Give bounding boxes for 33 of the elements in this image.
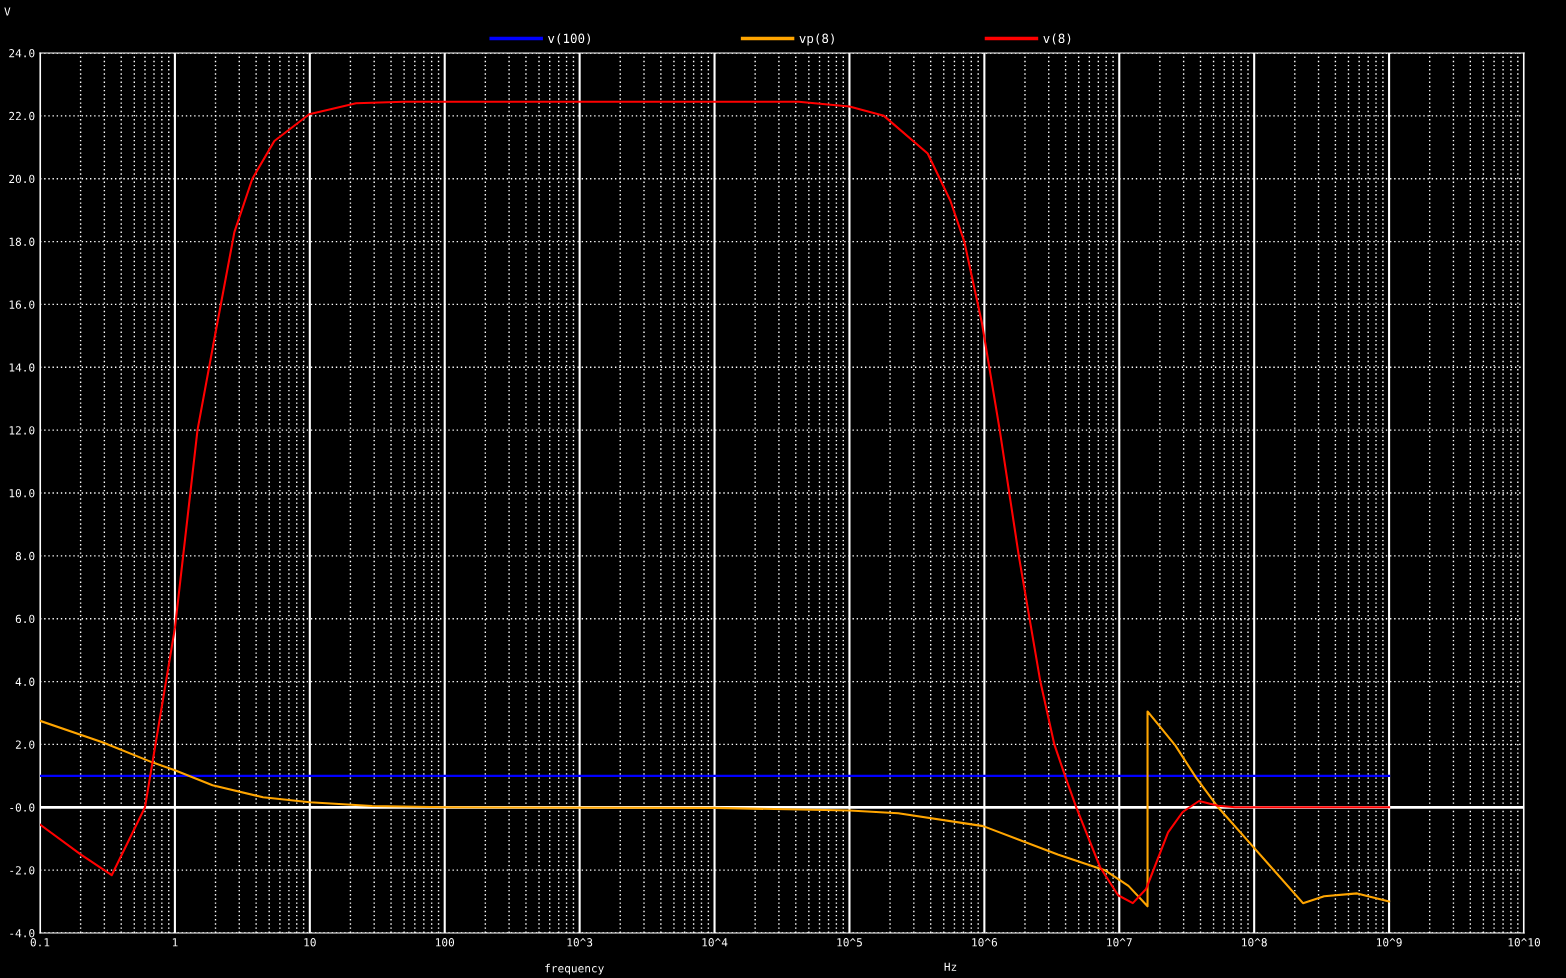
y-tick-label: 20.0	[9, 174, 35, 184]
x-tick-label: 10^9	[1377, 938, 1402, 947]
legend-label: v(100)	[548, 33, 590, 45]
y-tick-label: -0.0	[10, 803, 35, 812]
x-tick-label: 10^10	[1508, 938, 1540, 947]
y-tick-label: 22.0	[9, 111, 35, 121]
x-axis-title: frequency	[545, 963, 604, 975]
x-tick-label: 10^4	[702, 938, 728, 947]
x-tick-label: 10^6	[972, 938, 998, 947]
x-tick-label: 10	[304, 938, 316, 947]
y-tick-label: 14.0	[9, 363, 35, 372]
text: Hz	[944, 962, 957, 971]
y-tick-label: 2.0	[15, 740, 35, 749]
x-tick-label: 10^7	[1107, 938, 1132, 947]
legend-label: v(8)	[1043, 33, 1071, 45]
y-tick-label: 18.0	[9, 237, 35, 246]
y-tick-label: 10.0	[9, 489, 35, 498]
y-tick-label: 12.0	[9, 426, 35, 435]
y-tick-label: 8.0	[15, 551, 35, 561]
y-tick-label: 24.0	[9, 49, 35, 58]
x-tick-label: 10^5	[837, 938, 862, 947]
y-tick-label: 4.0	[15, 677, 35, 686]
x-tick-label: 0.1	[30, 938, 50, 947]
legend-label: vp(8)	[799, 33, 834, 46]
y-tick-label: 6.0	[15, 614, 35, 624]
x-tick-label: 10^3	[567, 938, 593, 947]
x-tick-label: 1	[172, 938, 178, 947]
y-axis-title: V	[4, 7, 11, 16]
y-tick-label: -2.0	[10, 866, 35, 875]
x-tick-label: 10^8	[1242, 938, 1267, 947]
x-tick-label: 100	[436, 938, 455, 947]
y-tick-label: 16.0	[9, 300, 35, 309]
y-tick-label: -4.0	[10, 929, 35, 938]
